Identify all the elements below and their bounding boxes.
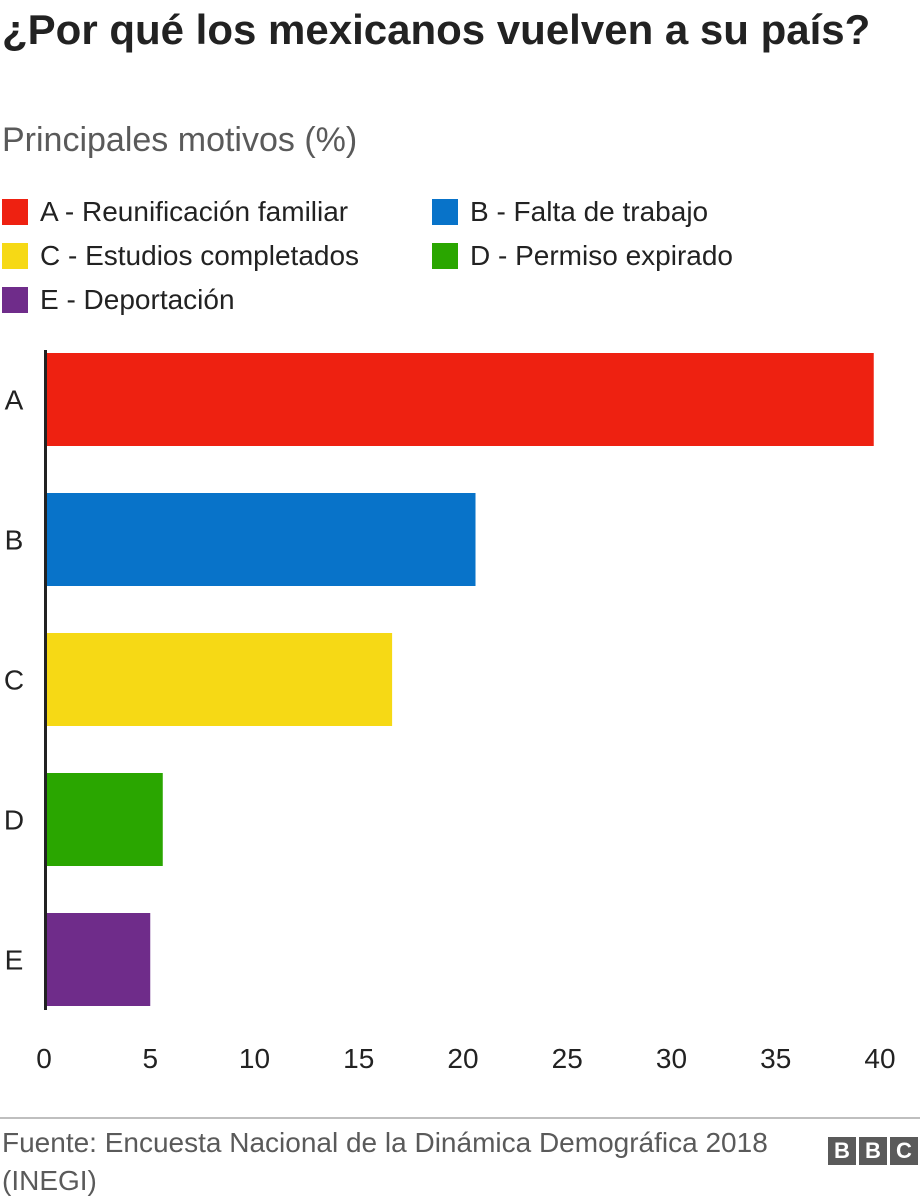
chart-subtitle: Principales motivos (%): [2, 121, 358, 159]
bar-chart-svg: A B C D E 0 5 10 15 20 25 30 35 40: [4, 350, 896, 1074]
legend-item-c: C - Estudios completados: [2, 236, 359, 276]
category-label-b: B: [5, 525, 24, 556]
legend-item-d: D - Permiso expirado: [432, 236, 733, 276]
legend-swatch-d: [432, 243, 458, 269]
x-tick-label-5: 5: [142, 1043, 158, 1074]
footer-divider: [0, 1117, 920, 1119]
category-label-c: C: [4, 665, 24, 696]
bbc-logo-letter-1: B: [828, 1137, 856, 1165]
bbc-logo-letter-2: B: [859, 1137, 887, 1165]
bbc-logo: B B C: [828, 1137, 918, 1165]
x-tick-label-15: 15: [343, 1043, 374, 1074]
chart-title: ¿Por qué los mexicanos vuelven a su país…: [2, 6, 871, 53]
x-tick-label-40: 40: [864, 1043, 895, 1074]
x-tick-label-30: 30: [656, 1043, 687, 1074]
legend-label-a: A - Reunificación familiar: [40, 196, 349, 227]
x-tick-label-25: 25: [552, 1043, 583, 1074]
bar-chart: A B C D E 0 5 10 15 20 25 30 35 40: [0, 340, 920, 1080]
legend-swatch-c: [2, 243, 28, 269]
bar-e: [46, 913, 151, 1006]
bar-c: [46, 633, 393, 726]
x-tick-label-10: 10: [239, 1043, 270, 1074]
legend-label-b: B - Falta de trabajo: [470, 196, 709, 227]
legend-swatch-a: [2, 199, 28, 225]
legend-swatch-e: [2, 287, 28, 313]
source-note: Fuente: Encuesta Nacional de la Dinámica…: [2, 1127, 768, 1196]
legend-label-c: C - Estudios completados: [40, 240, 360, 271]
bar-d: [46, 773, 163, 866]
legend-item-e: E - Deportación: [2, 280, 235, 320]
legend-item-b: B - Falta de trabajo: [432, 192, 708, 232]
legend-swatch-b: [432, 199, 458, 225]
bar-b: [46, 493, 476, 586]
x-tick-label-35: 35: [760, 1043, 791, 1074]
legend-label-d: D - Permiso expirado: [470, 240, 733, 271]
legend-label-e: E - Deportación: [40, 284, 235, 315]
category-label-d: D: [4, 805, 24, 836]
x-tick-label-0: 0: [36, 1043, 52, 1074]
category-label-a: A: [5, 385, 24, 416]
bbc-logo-letter-3: C: [890, 1137, 918, 1165]
x-tick-label-20: 20: [447, 1043, 478, 1074]
category-label-e: E: [5, 945, 24, 976]
bar-a: [46, 353, 874, 446]
legend-item-a: A - Reunificación familiar: [2, 192, 348, 232]
